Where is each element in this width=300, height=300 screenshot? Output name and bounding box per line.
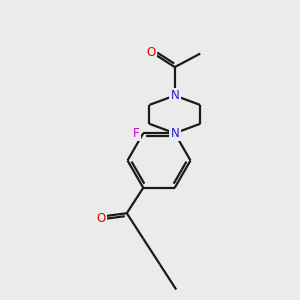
Text: N: N: [170, 127, 179, 140]
Text: F: F: [133, 127, 140, 140]
Text: O: O: [147, 46, 156, 59]
Text: O: O: [96, 212, 105, 225]
Text: N: N: [170, 89, 179, 102]
